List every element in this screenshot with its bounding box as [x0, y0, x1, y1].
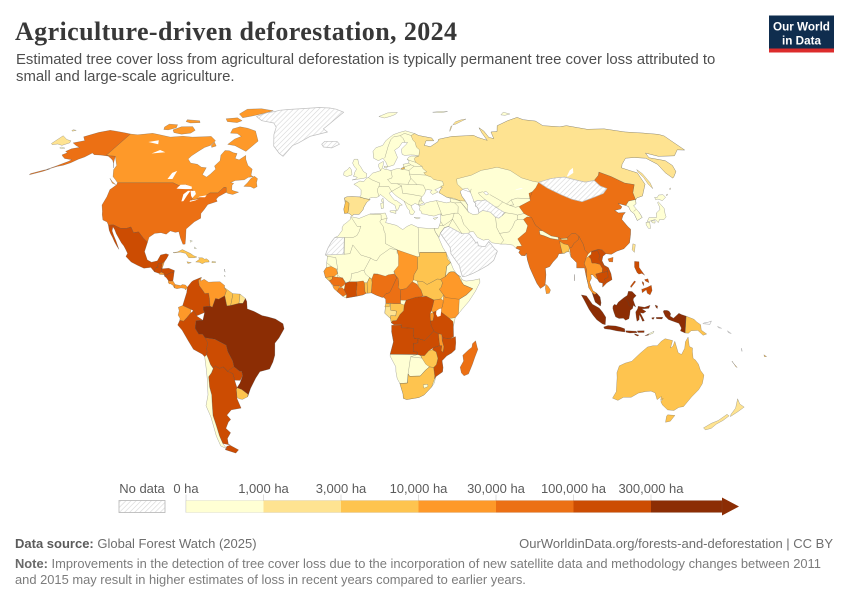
svg-text:Our World: Our World [773, 21, 830, 34]
svg-text:10,000 ha: 10,000 ha [390, 481, 449, 496]
svg-text:and 2015 may result in higher: and 2015 may result in higher estimates … [15, 572, 526, 587]
svg-text:300,000 ha: 300,000 ha [618, 481, 684, 496]
svg-text:in Data: in Data [782, 35, 821, 48]
svg-text:small and large-scale agricult: small and large-scale agriculture. [16, 69, 235, 85]
svg-text:1,000 ha: 1,000 ha [238, 481, 289, 496]
svg-text:No data: No data [119, 481, 165, 496]
svg-text:Data source: Global Forest Wat: Data source: Global Forest Watch (2025) [15, 536, 257, 551]
svg-text:0 ha: 0 ha [173, 481, 199, 496]
svg-text:3,000 ha: 3,000 ha [316, 481, 367, 496]
svg-text:OurWorldinData.org/forests-and: OurWorldinData.org/forests-and-deforesta… [519, 536, 833, 551]
svg-text:100,000 ha: 100,000 ha [541, 481, 607, 496]
svg-text:Agriculture-driven deforestati: Agriculture-driven deforestation, 2024 [15, 17, 457, 46]
svg-text:Note: Improvements in the dete: Note: Improvements in the detection of t… [15, 556, 821, 571]
svg-text:30,000 ha: 30,000 ha [467, 481, 526, 496]
svg-text:Estimated tree cover loss from: Estimated tree cover loss from agricultu… [16, 52, 715, 68]
